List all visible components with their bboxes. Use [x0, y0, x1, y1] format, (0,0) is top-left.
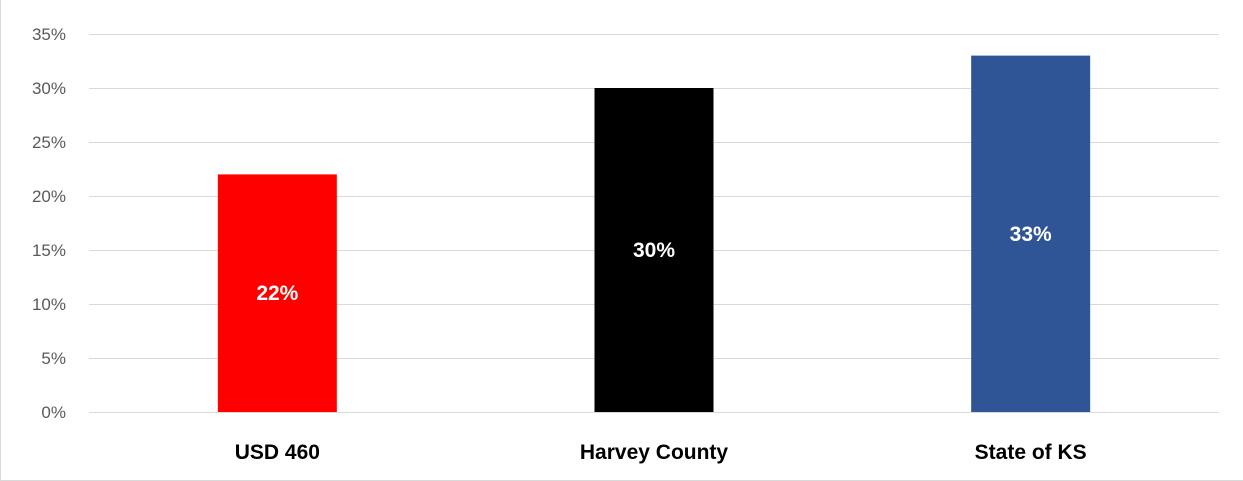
data-label: 33%	[1010, 223, 1052, 246]
y-tick-label: 25%	[32, 133, 66, 152]
y-tick-label: 30%	[32, 79, 66, 98]
category-label: State of KS	[975, 441, 1087, 464]
y-tick-label: 15%	[32, 241, 66, 260]
bars	[217, 55, 1091, 412]
y-tick-label: 20%	[32, 187, 66, 206]
category-labels: USD 460 Harvey County State of KS	[235, 441, 1087, 464]
y-tick-label: 10%	[32, 295, 66, 314]
data-label: 30%	[633, 239, 675, 262]
category-label: Harvey County	[580, 441, 729, 464]
data-label: 22%	[256, 282, 298, 305]
category-label: USD 460	[235, 441, 320, 464]
y-tick-label: 0%	[41, 403, 66, 422]
y-tick-label: 5%	[41, 349, 66, 368]
bar-usd-460	[217, 174, 337, 412]
bar-state-of-ks	[971, 55, 1091, 412]
y-axis-tick-labels: 0% 5% 10% 15% 20% 25% 30% 35%	[32, 25, 66, 422]
data-labels: 22% 30% 33%	[256, 223, 1052, 305]
bar-harvey-county	[594, 88, 714, 412]
y-tick-label: 35%	[32, 25, 66, 44]
